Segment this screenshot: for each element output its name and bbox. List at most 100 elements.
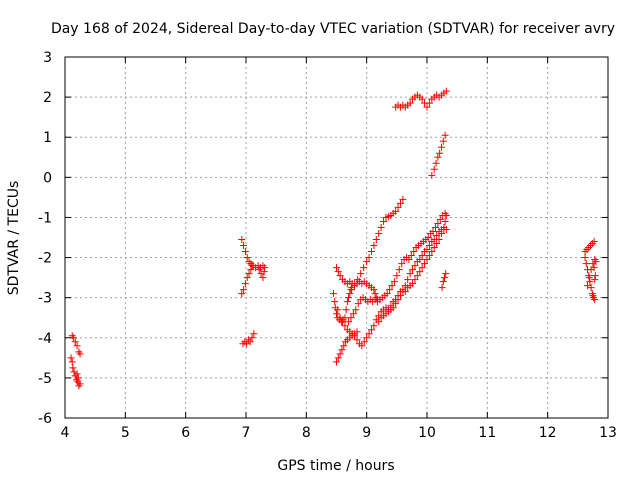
data-point: [442, 87, 450, 95]
data-point: [68, 358, 76, 366]
x-tick-label: 7: [242, 425, 251, 441]
data-point: [439, 137, 447, 145]
y-tick-label: -2: [38, 251, 52, 267]
data-point: [336, 350, 344, 358]
data-point: [438, 284, 446, 292]
data-point: [372, 236, 380, 244]
data-point: [411, 276, 419, 284]
data-point: [336, 272, 344, 280]
y-axis-label: SDTVAR / TECUs: [6, 181, 22, 296]
data-point: [416, 268, 424, 276]
data-point: [363, 334, 371, 342]
data-point: [243, 340, 251, 348]
data-point: [349, 310, 357, 318]
data-point: [365, 330, 373, 338]
data-point: [243, 254, 251, 262]
y-tick-labels: -6 -5 -4 -3 -2 -1 0 1 2 3: [38, 50, 52, 427]
x-tick-label: 9: [362, 425, 371, 441]
data-point: [407, 252, 415, 260]
data-point: [334, 354, 342, 362]
data-point: [69, 334, 77, 342]
chart-title: Day 168 of 2024, Sidereal Day-to-day VTE…: [51, 21, 615, 37]
data-point: [587, 284, 595, 292]
data-point: [71, 338, 79, 346]
x-tick-label: 10: [418, 425, 436, 441]
data-point: [243, 274, 251, 282]
data-point: [406, 270, 414, 278]
data-point: [248, 262, 256, 270]
data-point: [398, 260, 406, 268]
data-point: [370, 322, 378, 330]
x-tick-label: 5: [121, 425, 130, 441]
data-point: [259, 274, 267, 282]
y-tick-label: 3: [43, 50, 52, 66]
data-point: [331, 298, 339, 306]
data-point: [405, 256, 413, 264]
data-point: [585, 274, 593, 282]
data-point: [592, 258, 600, 266]
data-point: [241, 280, 249, 288]
data-point: [428, 171, 436, 179]
data-point: [338, 346, 346, 354]
data-point: [377, 223, 385, 231]
data-point: [260, 268, 268, 276]
data-point: [428, 248, 436, 256]
data-point: [333, 264, 340, 272]
data-point: [404, 276, 412, 284]
data-point: [371, 290, 379, 298]
data-point: [261, 264, 269, 272]
x-axis-label: GPS time / hours: [277, 458, 394, 474]
data-point: [238, 290, 246, 298]
data-point: [413, 272, 421, 280]
data-point: [346, 290, 354, 298]
data-point: [430, 244, 438, 252]
data-point: [421, 260, 429, 268]
data-point: [375, 318, 383, 326]
data-point: [247, 266, 255, 274]
data-point: [591, 296, 599, 304]
data-point: [418, 264, 426, 272]
data-point: [434, 219, 442, 227]
data-point: [401, 288, 409, 296]
data-point: [367, 248, 375, 256]
data-point: [399, 195, 407, 203]
data-point: [360, 264, 368, 272]
data-point: [583, 282, 591, 290]
data-point: [334, 306, 342, 314]
data-point: [73, 370, 81, 378]
data-point: [380, 217, 388, 225]
data-point: [370, 286, 378, 294]
plot-frame: [64, 56, 609, 419]
data-point: [67, 354, 75, 362]
data-point: [339, 318, 347, 326]
data-point: [357, 270, 365, 278]
data-point: [436, 149, 444, 157]
data-point: [440, 223, 448, 231]
y-tick-label: -5: [38, 371, 52, 387]
data-point: [255, 266, 263, 274]
data-point: [76, 350, 84, 358]
data-point: [370, 242, 378, 250]
data-point: [354, 300, 362, 308]
data-point: [439, 278, 447, 286]
data-point: [442, 270, 450, 278]
data-point: [76, 380, 84, 388]
data-points: [67, 87, 600, 390]
data-point: [434, 153, 442, 161]
data-point: [591, 272, 599, 280]
data-point: [388, 282, 396, 290]
data-point: [363, 258, 371, 266]
data-point: [433, 231, 441, 239]
data-point: [351, 280, 359, 288]
data-point: [351, 332, 359, 340]
x-tick-label: 8: [302, 425, 311, 441]
data-point: [348, 286, 356, 294]
data-point: [431, 223, 439, 231]
x-tick-labels: 4 5 6 7 8 9 10 11 12 13: [61, 425, 617, 441]
data-point: [433, 240, 441, 248]
data-point: [353, 328, 361, 336]
data-point: [424, 234, 432, 241]
y-tick-label: 1: [43, 130, 52, 146]
data-point: [341, 322, 349, 330]
